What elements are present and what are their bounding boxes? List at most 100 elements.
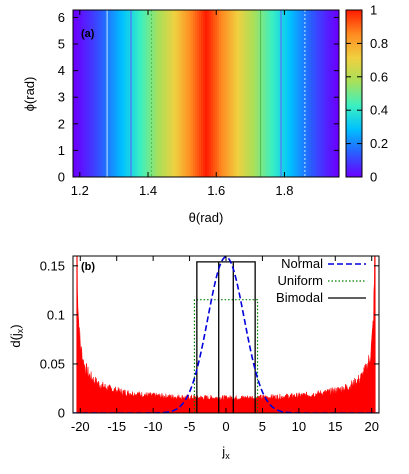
panel-b-x-ticks: -20 -15 -10 -5 0 5 10 15 20 (71, 256, 379, 434)
heatmap-cell (207, 10, 210, 177)
panel-a-x-axis-label: θ(rad) (189, 210, 224, 225)
heatmap-cell (97, 10, 100, 177)
heatmap-cell (223, 10, 226, 177)
heatmap-cells (73, 10, 340, 177)
heatmap-cell (105, 10, 108, 177)
x-tick-label: -5 (184, 419, 196, 434)
y-tick-label: 1 (58, 143, 65, 158)
heatmap-cell (121, 10, 124, 177)
heatmap-contours (106, 10, 306, 177)
heatmap-cell (205, 10, 208, 177)
heatmap-cell (187, 10, 190, 177)
colorbar-tick-label: 0.4 (370, 103, 388, 118)
x-tick-label: 15 (328, 419, 342, 434)
panel-b-y-axis-label: d(jx) (8, 324, 25, 347)
heatmap-cell (269, 10, 272, 177)
heatmap-cell (85, 10, 88, 177)
heatmap-cell (243, 10, 246, 177)
heatmap-cell (315, 10, 318, 177)
panel-b-x-axis-label: jx (221, 444, 230, 461)
panel-a-heatmap: 1.2 1.4 1.6 1.8 0 1 2 3 4 5 6 (a) θ(rad) ϕ(rad) 0… (22, 3, 388, 226)
heatmap-cell (151, 10, 154, 177)
heatmap-cell (139, 10, 142, 177)
y-tick-label: 0.1 (47, 307, 65, 322)
heatmap-cell (201, 10, 204, 177)
heatmap-cell (199, 10, 202, 177)
x-tick-label: 1.2 (71, 183, 89, 198)
heatmap-cell (305, 10, 308, 177)
legend-label-bimodal: Bimodal (276, 290, 323, 305)
heatmap-cell (135, 10, 138, 177)
heatmap-cell (163, 10, 166, 177)
heatmap-cell (337, 10, 340, 177)
heatmap-cell (215, 10, 218, 177)
heatmap-cell (255, 10, 258, 177)
panel-a-label: (a) (81, 28, 95, 40)
heatmap-cell (89, 10, 92, 177)
x-tick-label: 0 (222, 419, 229, 434)
heatmap-cell (253, 10, 256, 177)
colorbar-tick-label: 0.2 (370, 136, 388, 151)
heatmap-cell (179, 10, 182, 177)
heatmap-cell (91, 10, 94, 177)
heatmap-cell (221, 10, 224, 177)
heatmap-cell (303, 10, 306, 177)
heatmap-cell (299, 10, 302, 177)
heatmap-cell (141, 10, 144, 177)
colorbar-ticks: 0 0.2 0.4 0.6 0.8 1 (346, 3, 388, 185)
heatmap-cell (321, 10, 324, 177)
heatmap-cell (127, 10, 130, 177)
heatmap-cell (133, 10, 136, 177)
heatmap-cell (261, 10, 264, 177)
histogram-fill (76, 256, 376, 413)
x-tick-label: -10 (144, 419, 163, 434)
heatmap-cell (147, 10, 150, 177)
x-tick-label: -20 (71, 419, 90, 434)
heatmap-cell (237, 10, 240, 177)
heatmap-cell (79, 10, 82, 177)
y-tick-label: 0 (58, 406, 65, 421)
heatmap-cell (239, 10, 242, 177)
heatmap-cell (189, 10, 192, 177)
x-tick-label: 20 (364, 419, 378, 434)
y-tick-label: 5 (58, 37, 65, 52)
heatmap-cell (145, 10, 148, 177)
heatmap-cell (291, 10, 294, 177)
heatmap-cell (247, 10, 250, 177)
heatmap-cell (333, 10, 336, 177)
heatmap-cell (109, 10, 112, 177)
panel-b-y-axis-label-main: d(j (8, 333, 23, 348)
panel-a-y-ticks: 0 1 2 3 4 5 6 (58, 10, 339, 185)
heatmap-cell (289, 10, 292, 177)
heatmap-cell (177, 10, 180, 177)
heatmap-cell (211, 10, 214, 177)
panel-b-x-axis-label-main: j (221, 444, 225, 459)
legend-label-normal: Normal (281, 256, 323, 271)
heatmap-cell (245, 10, 248, 177)
heatmap-cell (87, 10, 90, 177)
heatmap-cell (75, 10, 78, 177)
heatmap-cell (93, 10, 96, 177)
heatmap-cell (155, 10, 158, 177)
heatmap-cell (229, 10, 232, 177)
heatmap-cell (287, 10, 290, 177)
heatmap-cell (129, 10, 132, 177)
heatmap-cell (335, 10, 338, 177)
heatmap-cell (273, 10, 276, 177)
heatmap-cell (233, 10, 236, 177)
heatmap-cell (231, 10, 234, 177)
heatmap-cell (267, 10, 270, 177)
heatmap-cell (323, 10, 326, 177)
y-tick-label: 0.15 (40, 258, 65, 273)
heatmap-cell (131, 10, 134, 177)
heatmap-cell (319, 10, 322, 177)
y-tick-label: 2 (58, 116, 65, 131)
heatmap-cell (251, 10, 254, 177)
heatmap-cell (159, 10, 162, 177)
heatmap-cell (197, 10, 200, 177)
x-tick-label: 1.4 (139, 183, 157, 198)
heatmap-cell (125, 10, 128, 177)
heatmap-cell (115, 10, 118, 177)
heatmap-cell (113, 10, 116, 177)
